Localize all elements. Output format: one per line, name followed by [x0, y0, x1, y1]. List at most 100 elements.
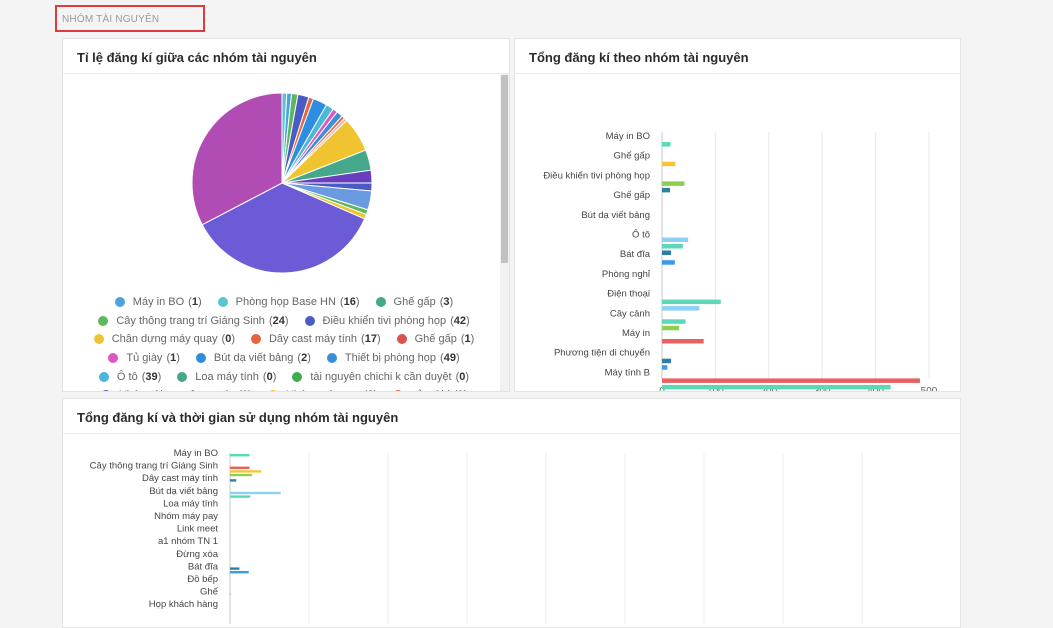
legend-marker — [98, 371, 109, 382]
y-category-label: Điện thoại — [607, 289, 650, 300]
legend-count: (0) — [454, 389, 467, 391]
bar[interactable] — [662, 365, 668, 370]
bar[interactable] — [662, 187, 671, 193]
legend-item[interactable]: Cây thông trang trí Giáng Sinh (24) — [98, 314, 289, 327]
legend-count: (0) — [238, 389, 251, 391]
y-category-label: Phòng nghỉ — [602, 269, 651, 280]
bar[interactable] — [662, 358, 672, 364]
bar[interactable] — [230, 454, 250, 457]
bar[interactable] — [662, 378, 920, 383]
legend-item[interactable]: Ô tô (39) — [98, 371, 161, 383]
y-category-label: Máy in BO — [174, 448, 218, 459]
legend-marker — [108, 353, 119, 364]
bar[interactable] — [662, 142, 671, 147]
y-category-label: Ghế — [200, 587, 219, 598]
bar[interactable] — [230, 571, 249, 574]
legend-count: (1) — [188, 296, 202, 309]
legend-marker — [100, 390, 111, 391]
legend-item[interactable]: Loa máy tính (0) — [177, 371, 276, 383]
bar[interactable] — [662, 250, 672, 256]
y-category-label: Đồ bếp — [187, 574, 218, 585]
panel-divider — [63, 73, 509, 74]
bar[interactable] — [662, 260, 675, 265]
bar[interactable] — [662, 181, 685, 186]
legend-marker — [375, 297, 386, 308]
legend-row: Nhóm tài nguyên auctio(0)Nhóm máy pay(0)… — [69, 386, 499, 391]
bar[interactable] — [230, 479, 237, 482]
bar[interactable] — [662, 161, 676, 167]
legend-count: (0) — [262, 370, 277, 383]
legend-item[interactable]: Ghế gấp (1) — [396, 333, 474, 346]
y-category-label: Ô tô — [632, 230, 650, 241]
legend-count: (49) — [440, 352, 460, 365]
legend-count: (0) — [221, 333, 235, 346]
legend-item[interactable]: Bút dạ viết bảng (2) — [195, 352, 311, 365]
y-category-label: Ghế gấp — [614, 151, 650, 162]
legend-item[interactable]: Nhóm máy pay (0) — [267, 389, 377, 391]
bar[interactable] — [662, 299, 721, 305]
y-category-label: Link meet — [177, 524, 219, 535]
pie-slice[interactable] — [201, 182, 366, 274]
y-category-label: Ghế gấp — [614, 190, 650, 201]
legend-marker — [292, 371, 303, 382]
panel-divider — [63, 433, 960, 434]
legend-item[interactable]: Phòng họp Base HN (16) — [217, 296, 360, 308]
y-category-label: Bút dạ viết bảng — [149, 486, 218, 497]
legend-marker — [98, 315, 109, 326]
y-category-label: Máy in — [622, 328, 650, 339]
legend-marker — [304, 315, 315, 326]
legend-marker — [217, 297, 228, 308]
legend-label: Dây cast máy tính — [268, 333, 358, 346]
legend-item[interactable]: Chân dựng máy quay (0) — [93, 333, 235, 346]
y-category-label: Máy in BO — [606, 131, 650, 142]
bar-chart-title: Tổng đăng kí theo nhóm tài nguyên — [529, 50, 749, 65]
legend-item[interactable]: Dây cast máy tính (17) — [250, 333, 381, 346]
panel-divider — [515, 73, 960, 74]
legend-row: Tủ giày (1) Bút dạ viết bảng (2) Thiết bị ph… — [69, 349, 499, 368]
legend-item[interactable]: sửa Chi (0) — [393, 389, 467, 391]
bar[interactable] — [230, 466, 250, 469]
timeline-chart: Máy in BO Cây thông trang trí Giáng SinhD… — [90, 448, 863, 624]
legend-item[interactable]: Điều khiển tivi phòng họp (42) — [304, 314, 470, 327]
legend-item[interactable]: Ghế gấp (3) — [375, 296, 454, 309]
bar[interactable] — [662, 325, 680, 331]
legend-marker — [326, 353, 337, 364]
legend-marker — [250, 334, 261, 345]
legend-label: Chân dựng máy quay — [111, 333, 218, 346]
bar[interactable] — [230, 470, 262, 473]
legend-label: Ghế gấp — [414, 333, 457, 346]
y-category-label: Loa máy tính — [163, 498, 218, 509]
bar[interactable] — [230, 491, 281, 495]
legend-count: (24) — [268, 314, 289, 327]
legend-label: Thiết bị phòng họp — [344, 352, 437, 365]
y-category-label: Họp khách hàng — [149, 599, 218, 610]
pie-slice[interactable] — [191, 92, 283, 226]
bar[interactable] — [662, 306, 700, 311]
bar[interactable] — [230, 592, 231, 595]
legend-label: Nhóm máy pay — [286, 389, 360, 391]
y-category-label: Bát đĩa — [188, 561, 219, 572]
legend-count: (42) — [450, 314, 470, 327]
bar[interactable] — [230, 567, 240, 570]
bar[interactable] — [230, 473, 252, 477]
legend-count: (1) — [166, 352, 180, 365]
bar[interactable] — [230, 495, 251, 498]
bar[interactable] — [662, 319, 686, 324]
legend-label: Máy in BO — [132, 296, 185, 309]
pie-chart-title: Tỉ lệ đăng kí giữa các nhóm tài nguyên — [77, 50, 317, 65]
bar[interactable] — [662, 384, 891, 390]
bar[interactable] — [662, 237, 689, 243]
scrollbar-thumb[interactable] — [501, 75, 508, 263]
legend-item[interactable]: tài nguyên chichi k cần duyệt (0) — [292, 371, 469, 383]
bar[interactable] — [662, 339, 704, 344]
legend-row: Chân dựng máy quay (0) Dây cast máy tính (1… — [69, 330, 499, 349]
legend-marker — [93, 334, 104, 345]
legend-item[interactable]: Máy in BO (1) — [114, 296, 202, 309]
legend-count: (2) — [297, 352, 311, 365]
legend-count: (3) — [439, 296, 454, 309]
legend-item[interactable]: Tủ giày (1) — [108, 352, 180, 364]
legend-item[interactable]: Thiết bị phòng họp (49) — [326, 352, 460, 365]
legend-item[interactable]: Nhóm tài nguyên auctio(0) — [100, 389, 252, 391]
timeline-chart-title: Tổng đăng kí và thời gian sử dụng nhóm t… — [77, 410, 399, 425]
bar[interactable] — [662, 244, 683, 249]
